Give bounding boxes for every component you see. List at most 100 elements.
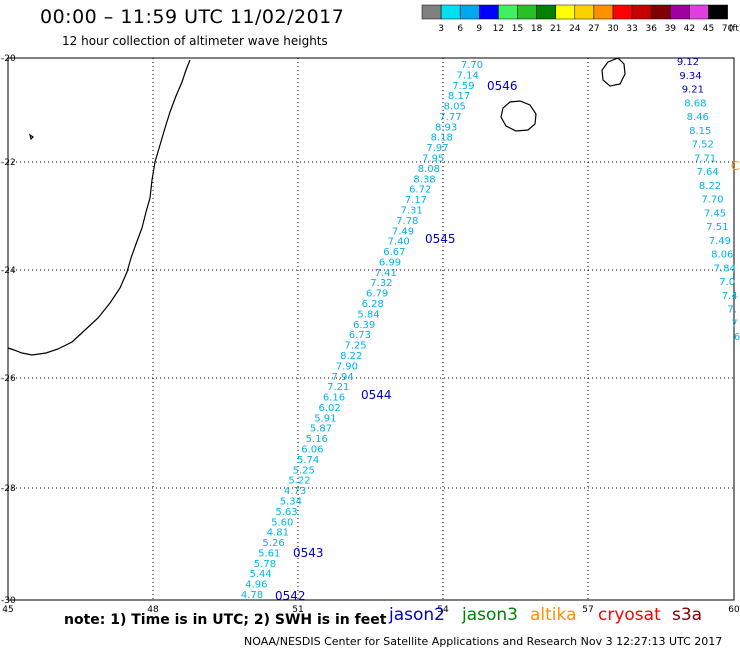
wave-height-label: 7.71 (694, 153, 716, 164)
wave-height-label: 7.14 (457, 70, 479, 81)
longitude-tick-label: 54 (437, 605, 449, 615)
colorbar-tick-label: 45 (703, 24, 714, 34)
wave-height-label: 7.97 (426, 143, 448, 154)
colorbar-tick-label: 30 (607, 24, 619, 34)
wave-height-label: 7.31 (400, 205, 422, 216)
satellite-jason3: jason3 (462, 605, 518, 625)
wave-height-label: 7.25 (344, 341, 366, 352)
pass-time-label: 0543 (293, 546, 324, 560)
wave-height-label: 8.22 (340, 351, 362, 362)
wave-height-label: 9.12 (677, 57, 699, 68)
footer-note: note: 1) Time is in UTC; 2) SWH is in fe… (64, 612, 387, 628)
satellite-altika: altika (530, 605, 577, 625)
wave-height-label: 7.64 (696, 167, 718, 178)
colorbar-tick-label: 21 (550, 24, 561, 34)
wave-height-label: 7.77 (439, 112, 461, 123)
wave-height-label: 7.45 (704, 208, 726, 219)
wave-height-label: 5.74 (297, 455, 319, 466)
wave-height-label: 8.22 (699, 181, 721, 192)
latitude-tick-label: -20 (1, 54, 16, 64)
wave-height-label: 9.21 (682, 85, 704, 96)
satellite-s3a: s3a (672, 605, 703, 625)
wave-height-label: 7.84 (714, 263, 736, 274)
colorbar-tick-label: 15 (512, 24, 523, 34)
wave-height-label: 6.16 (323, 393, 345, 404)
longitude-tick-label: 60 (728, 605, 740, 615)
wave-height-label: 7.17 (405, 195, 427, 206)
colorbar-tick-label: 12 (493, 24, 504, 34)
mauritius-island (601, 57, 626, 87)
longitude-tick-label: 45 (2, 605, 13, 615)
axis-labels: 45 48 51 54 57 60 -20 -22 -24 -26 -28 -30 (1, 54, 740, 615)
wave-height-label: 5.61 (258, 548, 280, 559)
wave-height-label: 7.95 (422, 154, 444, 165)
colorbar-tick-label: 9 (476, 24, 482, 34)
wave-height-label: 6.28 (362, 299, 384, 310)
wave-height-label: 5.60 (271, 517, 293, 528)
wave-height-label: 6.39 (353, 320, 375, 331)
wave-height-label: 5.63 (275, 507, 297, 518)
wave-height-label: 5.91 (314, 413, 336, 424)
wave-height-label: 6 (734, 332, 740, 343)
colorbar-tick-label: 70 (722, 24, 734, 34)
map-frame (7, 57, 735, 601)
wave-height-label: 4.81 (267, 528, 289, 539)
chart-title: 00:00 – 11:59 UTC 11/02/2017 (40, 6, 345, 28)
edge-label: C (731, 159, 739, 173)
madagascar-coastline (7, 59, 191, 356)
colorbar-tick-label: 39 (665, 24, 677, 34)
wave-height-label: 7.52 (692, 140, 714, 151)
wave-height-label: 7 (731, 318, 737, 329)
satellite-jason2: jason2 (389, 605, 445, 625)
wave-height-label: 5.34 (280, 496, 302, 507)
wave-height-label: 6.73 (349, 330, 371, 341)
latitude-tick-label: -22 (1, 158, 16, 168)
wave-height-label: 6.67 (383, 247, 405, 258)
colorbar-tick-label: 18 (531, 24, 543, 34)
wave-height-label: 4.96 (245, 580, 267, 591)
wave-height-label: 8.06 (711, 250, 733, 261)
longitude-tick-label: 51 (292, 605, 303, 615)
wave-height-label: 7.4 (722, 291, 738, 302)
wave-height-label: 7.40 (388, 237, 410, 248)
wave-height-label: 7.51 (706, 222, 728, 233)
wave-height-label: 6.72 (409, 185, 431, 196)
wave-height-label: 8.68 (684, 98, 706, 109)
wave-height-label: 6.06 (301, 445, 323, 456)
colorbar-unit: (ft) (729, 24, 740, 34)
wave-height-label: 8.38 (413, 174, 435, 185)
wave-height-label: 8.15 (689, 126, 711, 137)
wave-height-label: 5.44 (249, 569, 271, 580)
wave-height-label: 6.02 (319, 403, 341, 414)
island-left (29, 133, 34, 141)
wave-height-label: 7.21 (327, 382, 349, 393)
wave-height-label: 5.26 (262, 538, 284, 549)
wave-height-label: 6.99 (379, 257, 401, 268)
pass-time-label: 0542 (275, 589, 306, 603)
wave-height-label: 5.25 (293, 465, 315, 476)
wave-height-label: 7.0 (719, 277, 735, 288)
wave-height-label: 7. (727, 305, 737, 316)
wave-height-label: 7.78 (396, 216, 418, 227)
latitude-tick-label: -30 (1, 596, 16, 606)
wave-height-label: 7.94 (331, 372, 353, 383)
wave-height-label: 7.70 (701, 195, 723, 206)
pass-time-label: 0546 (487, 79, 518, 93)
colorbar-tick-label: 33 (626, 24, 637, 34)
wave-height-label: 9.34 (679, 71, 701, 82)
colorbar-tick-label: 6 (457, 24, 463, 34)
latitude-tick-label: -26 (1, 374, 16, 384)
wave-height-label: 4.73 (284, 486, 306, 497)
longitude-tick-label: 57 (582, 605, 593, 615)
wave-height-label: 5.78 (254, 559, 276, 570)
colorbar-tick-label: 36 (645, 24, 657, 34)
wave-height-label: 7.32 (370, 278, 392, 289)
chart-subtitle: 12 hour collection of altimeter wave hei… (62, 34, 328, 48)
altimeter-track-east: 9.12 9.34 9.21 8.68 8.46 8.15 7.52 7.71 7.64 8.22… (677, 57, 740, 343)
colorbar-tick-label: 27 (588, 24, 599, 34)
wave-height-label: 7.59 (452, 81, 474, 92)
wave-height-label: 7.41 (375, 268, 397, 279)
wave-height-label: 8.17 (448, 91, 470, 102)
